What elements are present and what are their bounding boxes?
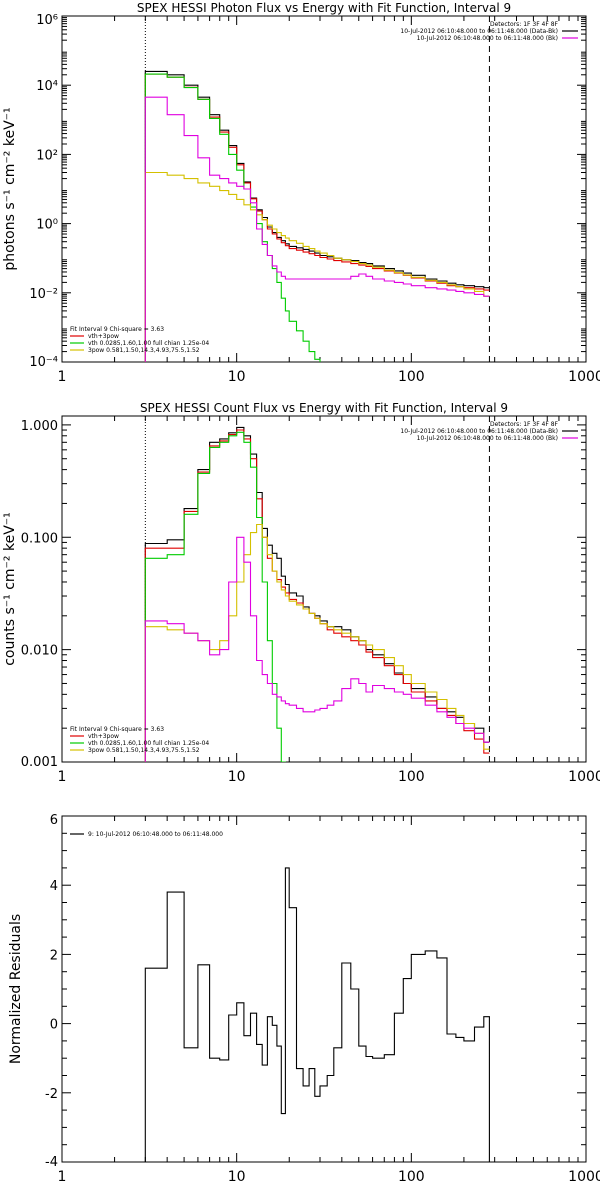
x-tick-label: 10 (228, 769, 246, 785)
legend-entry: Fit Interval 9 Chi-square = 3.63 (70, 326, 164, 333)
x-tick-label: 1 (58, 769, 67, 785)
data-series-1 (144, 73, 490, 362)
legend-entry: Detectors: 1F 3F 4F 8F (490, 21, 559, 28)
y-tick-label: 6 (50, 813, 58, 828)
y-tick-label: 10⁻² (29, 287, 58, 302)
data-series-4 (144, 536, 490, 762)
plot-frame (61, 415, 587, 763)
data-series-0 (144, 867, 490, 1162)
data-series-3 (144, 523, 490, 762)
legend-entry: Detectors: 1F 3F 4F 8F (490, 421, 559, 428)
y-axis-label: counts s⁻¹ cm⁻² keV⁻¹ (2, 512, 18, 666)
legend-entry: 3pow 0.581,1.50,14.3,4.93,75.5,1.52 (88, 347, 200, 354)
y-axis-label: Normalized Residuals (8, 914, 24, 1064)
data-series-1 (144, 429, 490, 762)
y-tick-label: 2 (50, 948, 58, 963)
x-tick-label: 1 (58, 1169, 67, 1185)
x-tick-label: 1000 (568, 769, 600, 785)
y-tick-label: 10² (36, 148, 58, 163)
data-series-2 (144, 73, 321, 362)
legend-entry: vth 0.0285,1.60,1.00 full chian 1.25e-04 (88, 340, 209, 347)
count-flux-panel: SPEX HESSI Count Flux vs Energy with Fit… (2, 401, 600, 785)
x-tick-label: 1000 (568, 369, 600, 385)
plot-frame (61, 15, 587, 363)
data-series-4 (144, 96, 490, 362)
x-tick-label: 10 (228, 369, 246, 385)
legend-entry: 10-Jul-2012 06:10:48.000 to 06:11:48.000… (400, 28, 558, 35)
y-tick-label: 0.010 (21, 644, 58, 659)
legend-entry: Fit Interval 9 Chi-square = 3.63 (70, 726, 164, 733)
x-tick-label: 1 (58, 369, 67, 385)
x-tick-label: 100 (398, 769, 425, 785)
legend-entry: 10-Jul-2012 06:10:48.000 to 06:11:48.000… (417, 435, 558, 442)
legend-entry: 10-Jul-2012 06:10:48.000 to 06:11:48.000… (417, 35, 558, 42)
y-tick-label: 10⁴ (36, 79, 58, 94)
y-tick-label: 10⁶ (36, 13, 58, 28)
legend-entry: vth+3pow (88, 333, 119, 340)
legend-entry: vth+3pow (88, 733, 119, 740)
y-tick-label: 10⁰ (36, 218, 58, 233)
residuals-panel: Normalized Residuals 1 10 100 1000 -4 -2 0 2 4 6 9:… (8, 813, 600, 1185)
data-series-0 (144, 426, 490, 762)
y-tick-label: 4 (50, 879, 58, 894)
y-tick-label: 1.000 (21, 419, 58, 434)
y-tick-label: 10⁻⁴ (29, 355, 58, 370)
y-tick-label: -2 (45, 1087, 58, 1102)
legend-entry: vth 0.0285,1.60,1.00 full chian 1.25e-04 (88, 740, 209, 747)
y-tick-label: 0 (50, 1018, 58, 1033)
plot-frame (61, 815, 587, 1163)
legend-entry: 10-Jul-2012 06:10:48.000 to 06:11:48.000… (400, 428, 558, 435)
data-series-3 (144, 171, 490, 362)
data-series-2 (144, 431, 286, 762)
x-tick-label: 100 (398, 1169, 425, 1185)
y-tick-label: 0.001 (21, 755, 58, 770)
legend-entry: 9: 10-Jul-2012 06:10:48.000 to 06:11:48.… (88, 831, 223, 838)
y-tick-label: 0.100 (21, 531, 58, 546)
y-tick-label: -4 (45, 1155, 58, 1170)
x-tick-label: 10 (228, 1169, 246, 1185)
chart-title: SPEX HESSI Count Flux vs Energy with Fit… (140, 401, 508, 415)
legend-entry: 3pow 0.581,1.50,14.3,4.93,75.5,1.52 (88, 747, 200, 754)
chart-title: SPEX HESSI Photon Flux vs Energy with Fi… (137, 1, 511, 15)
x-tick-label: 100 (398, 369, 425, 385)
photon-flux-panel: SPEX HESSI Photon Flux vs Energy with Fi… (2, 1, 600, 385)
x-tick-label: 1000 (568, 1169, 600, 1185)
data-series-0 (144, 70, 490, 362)
y-axis-label: photons s⁻¹ cm⁻² keV⁻¹ (2, 107, 18, 270)
